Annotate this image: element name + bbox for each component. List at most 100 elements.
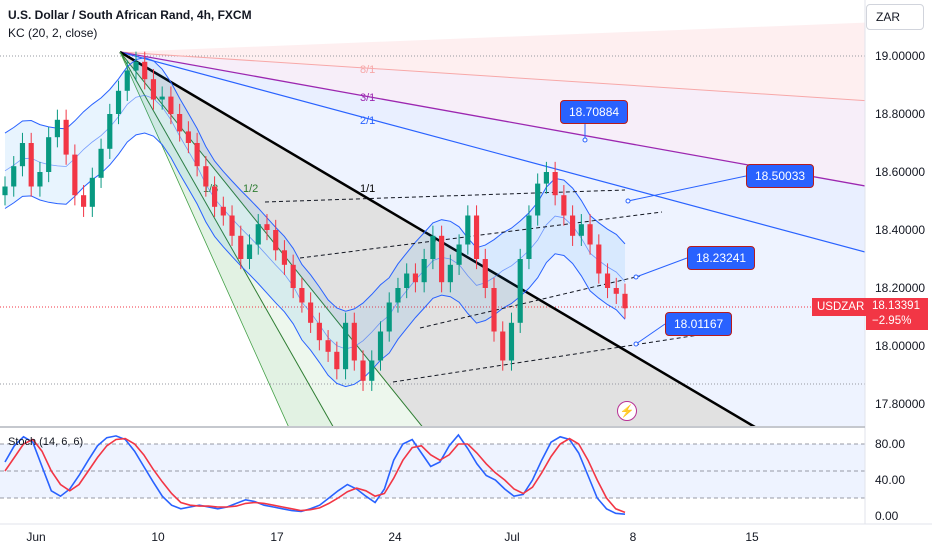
candle <box>238 235 244 259</box>
candle <box>342 322 349 370</box>
keltner-upper <box>4 57 626 312</box>
keltner-fill <box>5 57 625 387</box>
candle <box>316 322 322 341</box>
candle <box>150 79 157 100</box>
stoch-label[interactable]: Stoch (14, 6, 6) <box>8 436 84 448</box>
candle <box>430 235 436 259</box>
y-tick-label: 19.00000 <box>875 49 925 63</box>
candle <box>89 177 95 207</box>
price-change: −2.95% <box>872 315 912 327</box>
candle <box>561 195 567 216</box>
candle <box>308 302 314 323</box>
candle <box>54 119 60 138</box>
stoch-line <box>4 437 626 514</box>
fan-label: 1/1 <box>360 183 375 195</box>
candle <box>246 244 253 259</box>
candle <box>421 259 427 283</box>
candle <box>124 70 130 91</box>
candle <box>369 360 375 381</box>
callout-anchor <box>582 137 588 143</box>
callout-label[interactable]: 18.50033 <box>746 164 815 188</box>
candle <box>115 90 122 114</box>
candle <box>11 166 17 187</box>
x-tick-label: Jul <box>504 530 519 544</box>
x-tick-label: 8 <box>630 530 637 544</box>
candle <box>81 195 87 207</box>
y-tick-label: 18.80000 <box>875 107 925 121</box>
symbol-tag: USDZAR <box>812 298 870 316</box>
lightning-icon[interactable]: ⚡ <box>617 401 637 421</box>
candle <box>604 273 611 288</box>
candle <box>351 322 357 361</box>
candle <box>587 224 593 245</box>
candle <box>28 143 34 187</box>
candle <box>386 302 392 332</box>
candle <box>46 137 52 172</box>
candle <box>543 172 549 184</box>
candle <box>473 215 480 259</box>
candle <box>508 322 515 361</box>
channel-line <box>392 333 706 383</box>
fan-zone <box>120 22 865 101</box>
candle <box>570 215 576 236</box>
fan-label: 3/1 <box>360 92 375 104</box>
currency-button[interactable]: ZAR <box>866 4 924 30</box>
last-price: 18.13391 <box>872 300 920 312</box>
candle <box>360 360 366 381</box>
candle <box>535 183 541 216</box>
y-tick-label: 18.60000 <box>875 165 925 179</box>
stochastic-pane <box>0 433 865 515</box>
candle <box>412 273 419 283</box>
candle <box>177 114 183 132</box>
candle <box>107 114 113 149</box>
callout-label[interactable]: 18.23241 <box>687 246 756 270</box>
y-tick-label: 18.00000 <box>875 339 925 353</box>
candle <box>596 244 602 274</box>
candle <box>63 119 69 155</box>
candle <box>185 131 191 143</box>
candle <box>377 331 384 361</box>
callout-label[interactable]: 18.01167 <box>665 312 733 336</box>
fan-label: 8/1 <box>360 64 375 76</box>
chart-title: U.S. Dollar / South African Rand, 4h, FX… <box>8 8 252 22</box>
last-price-tag: 18.13391 −2.95% <box>866 298 928 330</box>
candle <box>622 293 628 309</box>
price-pane: 8/13/12/11/11/31/2 <box>0 22 865 426</box>
candle <box>482 259 488 288</box>
candle <box>281 250 288 265</box>
candle <box>220 206 226 216</box>
candle <box>439 235 445 283</box>
y-tick-label: 18.20000 <box>875 281 925 295</box>
y-tick-label: 17.80000 <box>875 397 925 411</box>
callout-label[interactable]: 18.70884 <box>560 100 629 124</box>
x-tick-label: 10 <box>151 530 165 544</box>
y-tick-label: 18.40000 <box>875 223 925 237</box>
candle <box>334 351 340 370</box>
candle <box>255 224 261 245</box>
candle <box>2 186 8 196</box>
callout-pointer <box>627 175 747 202</box>
fan-label: 1/2 <box>243 183 258 195</box>
candle <box>578 224 584 236</box>
fan-ray <box>119 51 289 426</box>
candle <box>159 96 165 100</box>
candle <box>194 143 200 167</box>
candle <box>404 273 410 288</box>
candle <box>37 172 43 187</box>
indicator-label[interactable]: KC (20, 2, close) <box>8 26 98 40</box>
stoch-line <box>4 433 626 515</box>
callout-pointer <box>635 323 666 345</box>
candle <box>447 264 453 283</box>
callout-anchor <box>633 341 639 347</box>
candle <box>395 288 401 303</box>
callout-anchor <box>633 274 639 280</box>
x-tick-label: 24 <box>388 530 402 544</box>
candle <box>211 186 218 207</box>
x-tick-label: 17 <box>270 530 284 544</box>
candle <box>19 143 26 167</box>
candle <box>526 215 532 259</box>
candle <box>203 166 209 187</box>
candle <box>229 215 235 236</box>
